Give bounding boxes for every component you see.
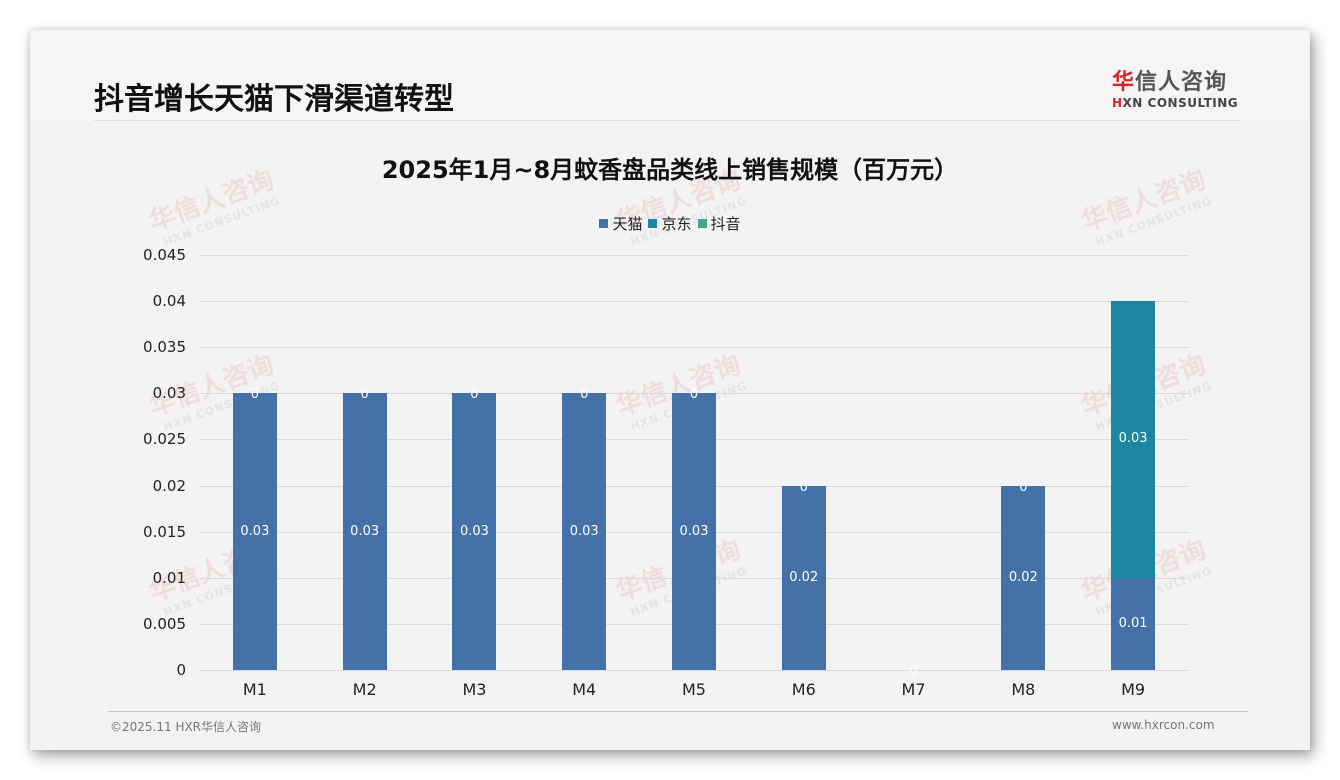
data-label: 0 — [909, 664, 918, 679]
data-label: 0 — [580, 387, 589, 403]
chart-plot-area: 0 0.005 0.01 0.015 0.02 0.025 0.03 0.035 0.04 0.0… — [143, 246, 1188, 699]
footer-website: www.hxrcon.com — [1112, 718, 1215, 732]
slide: 抖音增长天猫下滑渠道转型 华信人咨询 HXN CONSULTING 华信人咨询 H… — [30, 30, 1310, 750]
data-label: 0.03 — [1118, 431, 1148, 447]
legend-item: 抖音 — [697, 213, 741, 234]
bar-segment — [1111, 577, 1156, 670]
legend-swatch-icon — [697, 219, 707, 228]
bar-segment — [672, 393, 716, 670]
data-label: 0 — [360, 387, 369, 403]
footer-divider — [108, 711, 1248, 712]
x-axis-tick-label: M3 — [462, 680, 487, 699]
footer-copyright: ©2025.11 HXR华信人咨询 — [110, 720, 262, 734]
data-label: 0 — [1019, 479, 1028, 495]
header-band — [30, 30, 1310, 120]
brand-logo: 华信人咨询 HXN CONSULTING — [1112, 64, 1242, 114]
y-axis-tick-label: 0.04 — [152, 292, 186, 311]
bar-segment — [562, 393, 607, 670]
logo-en-accent: H — [1112, 96, 1123, 110]
logo-accent-char: 华 — [1112, 70, 1136, 95]
bar-segment — [232, 393, 277, 670]
x-axis-tick-label: M4 — [572, 680, 597, 699]
x-axis-tick-label: M6 — [791, 680, 816, 699]
logo-en-text: XN CONSULTING — [1122, 96, 1239, 110]
data-label: 0 — [470, 387, 479, 403]
logo-cn-text: 信人咨询 — [1135, 70, 1228, 95]
bar-segment — [452, 393, 497, 670]
x-axis-tick-label: M1 — [242, 680, 267, 699]
legend-item: 京东 — [648, 213, 692, 234]
bar-segment — [342, 393, 387, 670]
data-label: 0.03 — [350, 523, 380, 539]
y-axis-tick-label: 0.03 — [152, 384, 186, 403]
x-axis-tick-label: M7 — [901, 680, 926, 699]
y-axis-tick-label: 0.045 — [143, 246, 186, 264]
data-label: 0.01 — [1118, 615, 1148, 631]
y-axis-tick-label: 0.025 — [143, 430, 186, 449]
data-label: 0 — [799, 479, 808, 495]
bar-segment — [1001, 485, 1046, 670]
gridline — [200, 347, 1188, 349]
y-axis-tick-label: 0.01 — [152, 568, 186, 587]
y-axis-tick-label: 0.02 — [152, 476, 186, 495]
chart-legend: 天猫 京东 抖音 — [30, 213, 1310, 234]
page-title: 抖音增长天猫下滑渠道转型 — [94, 82, 454, 117]
x-axis-tick-label: M9 — [1121, 680, 1146, 699]
chart-title: 2025年1月~8月蚊香盘品类线上销售规模（百万元） — [381, 156, 959, 184]
logo-chinese: 华信人咨询 — [1112, 64, 1242, 96]
y-axis-tick-label: 0.015 — [143, 522, 186, 541]
data-label: 0.03 — [240, 523, 270, 539]
legend-label: 京东 — [661, 215, 692, 233]
bar-segment — [1111, 301, 1156, 578]
data-label: 0.03 — [459, 523, 489, 539]
title-divider — [94, 120, 1240, 121]
bar-segment — [781, 485, 826, 670]
data-label: 0 — [250, 387, 260, 403]
legend-swatch-icon — [599, 219, 609, 228]
data-label: 0.03 — [679, 523, 709, 539]
data-label: 0 — [689, 387, 699, 403]
x-axis-tick-label: M2 — [352, 680, 377, 699]
y-axis-tick-label: 0 — [176, 661, 186, 679]
legend-item: 天猫 — [599, 213, 642, 234]
gridline — [200, 670, 1188, 671]
legend-label: 天猫 — [612, 215, 643, 233]
data-label: 0.03 — [569, 523, 599, 539]
data-label: 0.02 — [789, 569, 819, 585]
y-axis-tick-label: 0.035 — [143, 338, 186, 357]
gridline — [200, 255, 1188, 256]
legend-label: 抖音 — [710, 215, 741, 233]
gridline — [200, 301, 1188, 303]
y-axis-tick-label: 0.005 — [143, 614, 186, 633]
x-axis-tick-label: M5 — [682, 680, 706, 699]
legend-swatch-icon — [648, 219, 658, 228]
logo-english: HXN CONSULTING — [1112, 96, 1242, 110]
data-label: 0.02 — [1008, 569, 1038, 585]
x-axis-tick-label: M8 — [1011, 680, 1036, 699]
